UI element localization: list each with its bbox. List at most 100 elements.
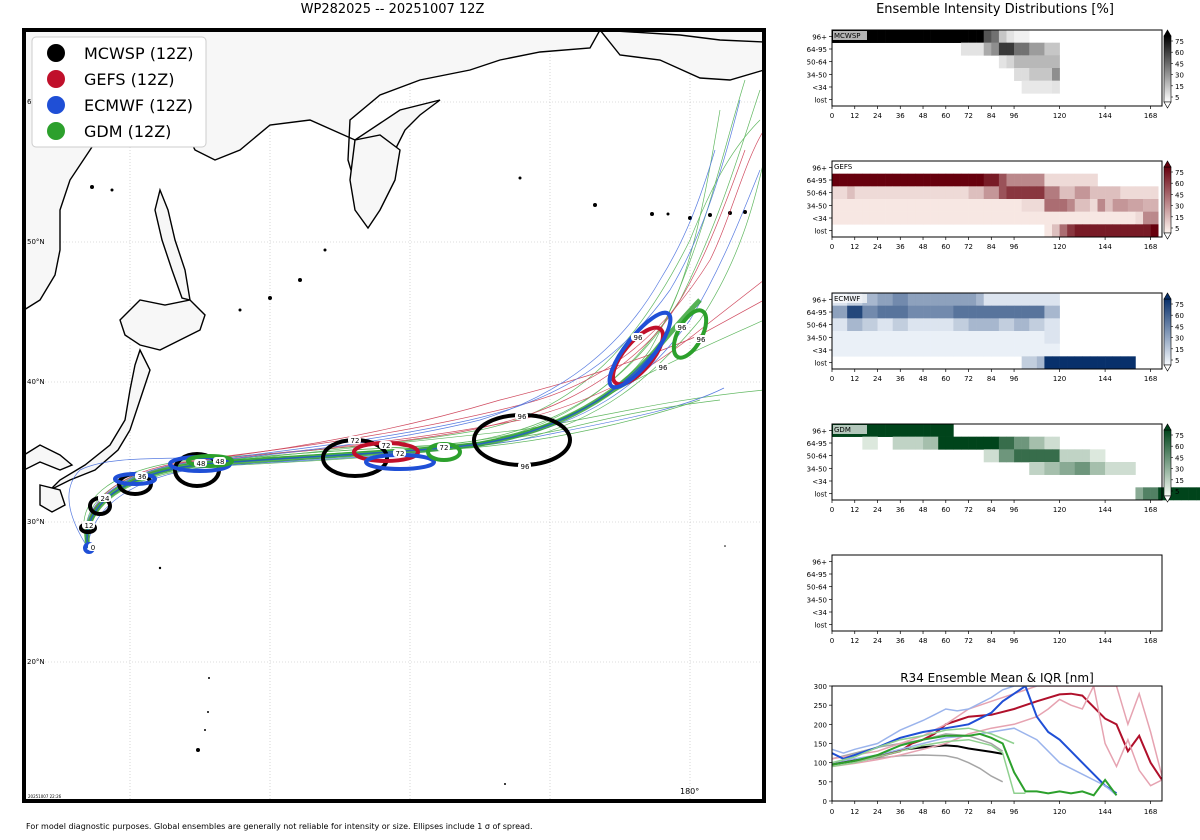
y-tick-label: 64-95	[807, 571, 827, 579]
heatmap-cell	[976, 211, 985, 225]
heatmap-cell	[1014, 186, 1022, 200]
x-tick-label: 72	[964, 112, 973, 120]
y-tick-label: 50-64	[807, 59, 828, 67]
heatmap-cell	[1044, 211, 1053, 225]
heatmap-cell	[1143, 224, 1151, 238]
heatmap-cell	[953, 173, 962, 187]
x-tick-label: 96	[1010, 112, 1019, 120]
heatmap-cell	[1006, 30, 1015, 43]
heatmap-cell	[960, 211, 969, 225]
heatmap-cell	[1021, 356, 1030, 370]
y-tick-label: 64-95	[807, 46, 827, 54]
colorbar-tick-label: 5	[1175, 94, 1179, 102]
heatmap-cell	[915, 173, 924, 187]
colorbar-tick-label: 75	[1175, 38, 1184, 46]
heatmap-cell	[1006, 305, 1015, 319]
heatmap-cell	[847, 199, 856, 212]
heatmap-cell	[1067, 199, 1076, 212]
heatmap-cell	[923, 331, 931, 344]
heatmap-cell	[1014, 449, 1022, 463]
heatmap-cell	[968, 331, 977, 344]
heatmap-cell	[983, 186, 992, 200]
series-gdm-iqr-low	[832, 738, 1026, 795]
heatmap-cell	[945, 211, 954, 225]
heatmap-cell	[1006, 173, 1015, 187]
x-tick-label: 120	[1053, 112, 1066, 120]
hour-label-96b: 96	[521, 463, 530, 471]
heatmap-cell	[1127, 224, 1136, 238]
heatmap-cell	[832, 331, 840, 344]
heatmap-cell	[869, 424, 878, 437]
heatmap-cell	[1044, 449, 1053, 463]
r34-series-group	[832, 686, 1162, 797]
heatmap-cell	[885, 211, 893, 225]
heatmap-cell	[968, 343, 977, 357]
heatmap-cell	[1089, 449, 1098, 463]
heatmap-cell	[938, 343, 947, 357]
heatmap-cell	[862, 211, 871, 225]
heatmap-cell	[1135, 224, 1144, 238]
x-tick-label: 144	[1098, 506, 1112, 514]
heatmap-cell	[885, 199, 893, 212]
y-tick-label: 50	[818, 779, 827, 787]
heatmap-cell	[968, 305, 977, 319]
heatmap-cell	[1029, 356, 1038, 370]
x-tick-label: 12	[850, 375, 859, 383]
heatmap-cell	[930, 305, 939, 319]
heatmap-cell	[1029, 293, 1038, 306]
x-tick-label: 0	[830, 506, 834, 514]
heatmap-cell	[1044, 293, 1053, 306]
heatmap-cell	[885, 318, 893, 332]
x-tick-label: 120	[1053, 243, 1066, 251]
heatmap-frame	[831, 160, 1163, 238]
x-tick-label: 72	[964, 243, 973, 251]
heatmap-cell	[1029, 186, 1038, 200]
heatmap-cell	[915, 331, 924, 344]
heatmap-cell	[1150, 186, 1159, 200]
heatmap-cell	[976, 293, 985, 306]
heatmap-label: GEFS	[834, 163, 853, 171]
y-tick-label: 96+	[812, 427, 827, 435]
heatmap-frame	[831, 29, 1163, 107]
heatmap-cell	[960, 318, 969, 332]
heatmap-cell	[1059, 224, 1068, 238]
heatmap-cell	[869, 305, 878, 319]
heatmap-cell	[900, 199, 909, 212]
heatmap-cell	[1021, 293, 1030, 306]
heatmap-cell	[1074, 186, 1083, 200]
heatmap-cell	[869, 436, 878, 450]
heatmap-cell	[1044, 68, 1053, 81]
heatmap-cell	[991, 449, 1000, 463]
heatmap-label: ECMWF	[834, 295, 860, 303]
heatmap-cell	[983, 42, 992, 56]
heatmap-cell	[1021, 343, 1030, 357]
heatmap-cell	[1082, 449, 1091, 463]
heatmap-cell	[1006, 55, 1015, 69]
heatmap-cell	[892, 173, 901, 187]
colorbar	[1163, 298, 1172, 366]
hour-label-12: 12	[85, 522, 94, 530]
heatmap-cell	[1089, 199, 1098, 212]
heatmap-cell	[869, 211, 878, 225]
heatmap-cell	[1097, 462, 1106, 475]
heatmap-cell	[1180, 487, 1189, 501]
heatmap-cell	[832, 305, 840, 319]
heatmap-cell	[1044, 331, 1053, 344]
heatmap-cell	[1052, 199, 1060, 212]
heatmap-cell	[960, 173, 969, 187]
heatmap-cell	[839, 199, 848, 212]
colorbar-tick-label: 60	[1175, 49, 1184, 57]
heatmap-cell	[991, 186, 1000, 200]
heatmap-cell	[832, 343, 840, 357]
heatmap-cell	[862, 331, 871, 344]
heatmap-cell	[1044, 436, 1053, 450]
heatmap-cell	[983, 436, 992, 450]
heatmap-cell	[900, 293, 909, 306]
heatmap-cell	[998, 211, 1007, 225]
heatmap-cell	[1044, 173, 1053, 187]
heatmap-cell	[1143, 487, 1151, 501]
heatmap-cell	[1052, 318, 1060, 332]
heatmap-cell	[915, 305, 924, 319]
heatmap-cell	[930, 424, 939, 437]
heatmap-cell	[1089, 224, 1098, 238]
